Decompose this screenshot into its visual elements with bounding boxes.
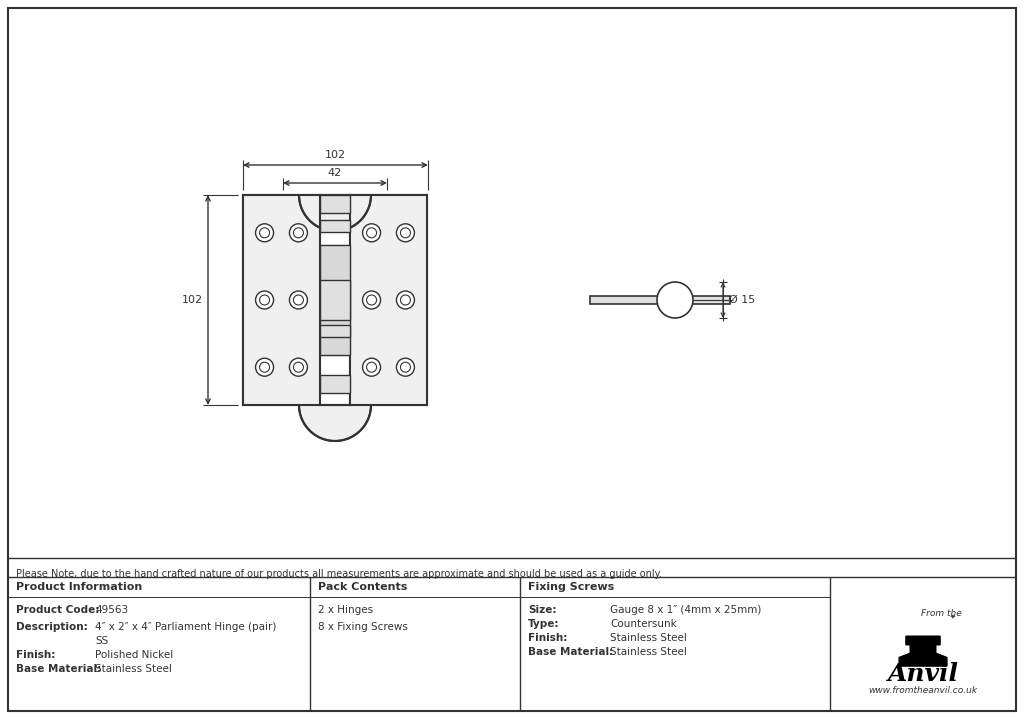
Circle shape (400, 228, 411, 238)
Bar (350, 195, 427, 405)
Polygon shape (899, 636, 947, 666)
Circle shape (290, 291, 307, 309)
Circle shape (367, 228, 377, 238)
Text: 102: 102 (182, 295, 203, 305)
Text: www.fromtheanvil.co.uk: www.fromtheanvil.co.uk (868, 686, 978, 695)
Circle shape (400, 362, 411, 372)
Text: Finish:: Finish: (16, 650, 55, 660)
Circle shape (256, 358, 273, 376)
Bar (243, 195, 319, 405)
Circle shape (256, 224, 273, 242)
Text: ✦: ✦ (950, 614, 956, 620)
Text: Stainless Steel: Stainless Steel (95, 664, 172, 674)
Text: Polished Nickel: Polished Nickel (95, 650, 173, 660)
Circle shape (259, 362, 269, 372)
Circle shape (290, 224, 307, 242)
Text: Ø 15: Ø 15 (729, 295, 756, 305)
Circle shape (396, 224, 415, 242)
Text: 4″ x 2″ x 4″ Parliament Hinge (pair): 4″ x 2″ x 4″ Parliament Hinge (pair) (95, 622, 276, 632)
Text: Description:: Description: (16, 622, 88, 632)
Circle shape (259, 295, 269, 305)
Circle shape (367, 362, 377, 372)
Circle shape (256, 291, 273, 309)
Text: 102: 102 (325, 150, 345, 160)
Text: Size:: Size: (528, 605, 556, 615)
Circle shape (367, 295, 377, 305)
Text: Stainless Steel: Stainless Steel (610, 647, 687, 657)
Circle shape (396, 291, 415, 309)
Bar (319, 280, 350, 320)
Text: 42: 42 (328, 168, 342, 178)
Circle shape (290, 358, 307, 376)
Circle shape (362, 224, 381, 242)
Bar (319, 195, 350, 213)
Circle shape (400, 295, 411, 305)
Polygon shape (243, 195, 371, 441)
Text: Countersunk: Countersunk (610, 619, 677, 629)
Text: Product Information: Product Information (16, 582, 142, 592)
Polygon shape (299, 195, 427, 441)
Circle shape (259, 228, 269, 238)
Circle shape (657, 282, 693, 318)
Text: Type:: Type: (528, 619, 559, 629)
Text: From the: From the (921, 610, 962, 618)
Bar (590, 296, 730, 304)
Circle shape (294, 295, 303, 305)
Polygon shape (243, 195, 319, 405)
Text: Finish:: Finish: (528, 633, 567, 643)
Text: SS: SS (95, 636, 109, 646)
Polygon shape (350, 195, 427, 405)
Circle shape (294, 362, 303, 372)
Circle shape (362, 358, 381, 376)
Text: Base Material:: Base Material: (16, 664, 101, 674)
Bar (319, 325, 350, 337)
Bar (319, 220, 350, 232)
Text: Fixing Screws: Fixing Screws (528, 582, 614, 592)
Text: 8 x Fixing Screws: 8 x Fixing Screws (318, 622, 408, 632)
Text: 2 x Hinges: 2 x Hinges (318, 605, 373, 615)
Text: Base Material:: Base Material: (528, 647, 613, 657)
Text: Product Code:: Product Code: (16, 605, 99, 615)
Text: Anvil: Anvil (888, 662, 958, 686)
Text: Pack Contents: Pack Contents (318, 582, 408, 592)
Bar (319, 375, 350, 393)
Circle shape (294, 228, 303, 238)
Text: Gauge 8 x 1″ (4mm x 25mm): Gauge 8 x 1″ (4mm x 25mm) (610, 605, 762, 615)
Text: 49563: 49563 (95, 605, 128, 615)
Circle shape (362, 291, 381, 309)
Text: Please Note, due to the hand crafted nature of our products all measurements are: Please Note, due to the hand crafted nat… (16, 569, 662, 579)
Bar (319, 245, 350, 355)
Text: Stainless Steel: Stainless Steel (610, 633, 687, 643)
Circle shape (396, 358, 415, 376)
